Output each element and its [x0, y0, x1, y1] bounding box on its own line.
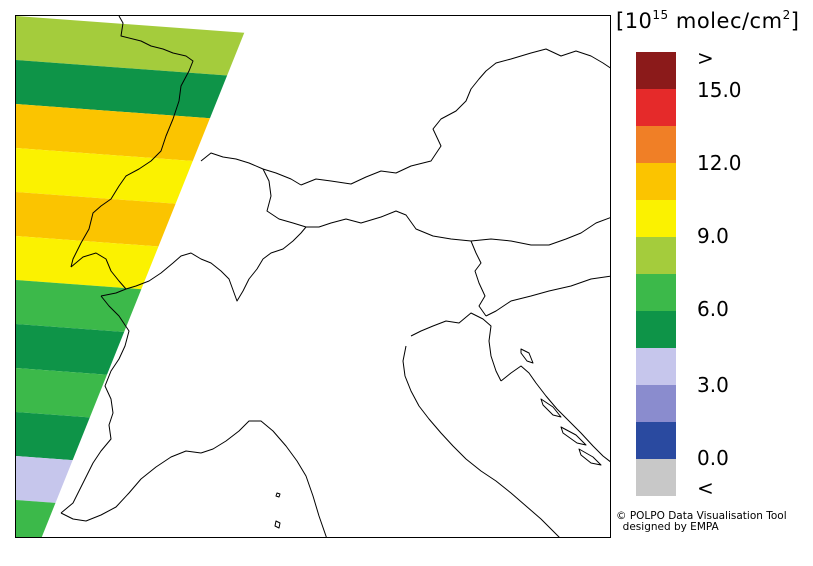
scale-label: 0.0 — [697, 446, 729, 470]
color-swatch — [636, 348, 676, 385]
island — [578, 448, 602, 466]
scale-label: 6.0 — [697, 297, 729, 321]
scale-label: 12.0 — [697, 151, 742, 175]
island — [274, 520, 281, 529]
color-swatch — [636, 52, 676, 89]
border-line — [262, 168, 610, 246]
scale-label: 9.0 — [697, 224, 729, 248]
color-swatch — [636, 459, 676, 496]
border-line — [70, 252, 127, 290]
map-svg — [16, 16, 610, 537]
scale-label: 15.0 — [697, 78, 742, 102]
map-panel — [15, 15, 611, 538]
swath-band — [16, 500, 251, 537]
color-swatch — [636, 89, 676, 126]
swath-band — [16, 16, 251, 78]
color-swatch — [636, 200, 676, 237]
island — [560, 426, 587, 446]
coastline — [500, 365, 610, 463]
scale-label: > — [697, 46, 714, 70]
color-swatch — [636, 422, 676, 459]
credit-text: © POLPO Data Visualisation Tool designed… — [616, 510, 787, 533]
color-swatch — [636, 385, 676, 422]
border-line — [470, 240, 487, 317]
color-swatch — [636, 274, 676, 311]
scale-label: 3.0 — [697, 373, 729, 397]
coastline — [200, 420, 327, 537]
border-line — [70, 16, 194, 268]
swath-band — [16, 60, 251, 122]
color-swatch — [636, 311, 676, 348]
border-line — [485, 275, 610, 317]
island — [520, 348, 534, 364]
legend-title: [1015 molec/cm2] — [616, 8, 800, 33]
border-line — [200, 152, 302, 186]
border-line — [100, 226, 307, 302]
island — [275, 492, 281, 498]
border-line — [300, 48, 610, 186]
color-swatch — [636, 163, 676, 200]
color-swatch — [636, 237, 676, 274]
color-scale-bar — [636, 52, 676, 496]
satellite-swath — [16, 16, 251, 537]
island — [540, 398, 562, 418]
coastline — [60, 450, 202, 522]
color-swatch — [636, 126, 676, 163]
coastline — [410, 312, 502, 382]
coastline — [402, 345, 560, 537]
border-line — [60, 295, 130, 514]
country-borders — [60, 16, 610, 537]
scale-label: < — [697, 476, 714, 500]
